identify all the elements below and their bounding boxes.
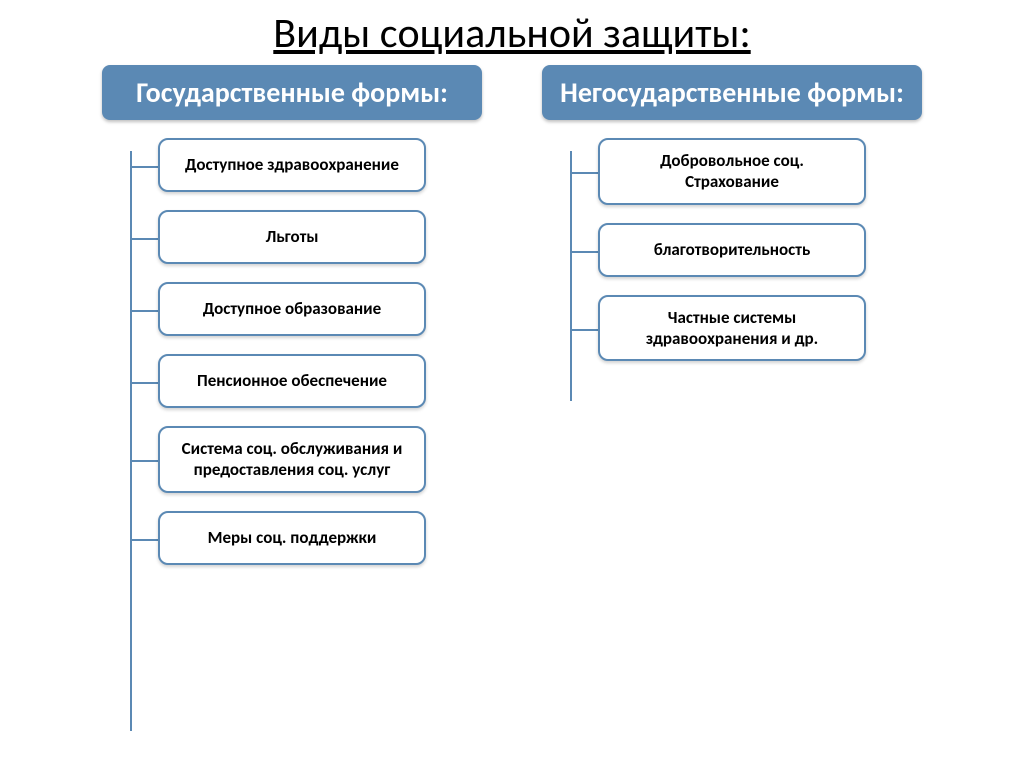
item-label: Льготы <box>158 210 426 264</box>
list-item: Доступное образование <box>158 264 482 336</box>
page-title: Виды социальной защиты: <box>0 0 1024 65</box>
column-left: Государственные формы: Доступное здравоо… <box>102 65 482 565</box>
connector-elbow <box>130 382 158 384</box>
connector-trunk <box>570 151 572 401</box>
list-item: Доступное здравоохранение <box>158 120 482 192</box>
item-label: Меры соц. поддержки <box>158 511 426 565</box>
connector-elbow <box>130 460 158 462</box>
list-item: Система соц. обслуживания и предоставлен… <box>158 408 482 493</box>
connector-elbow <box>570 329 598 331</box>
list-item: Пенсионное обеспечение <box>158 336 482 408</box>
list-item: Частные системы здравоохранения и др. <box>598 277 922 362</box>
list-item: благотворительность <box>598 205 922 277</box>
item-list: Добровольное соц. Страхование благотвори… <box>598 120 922 361</box>
item-label: благотворительность <box>598 223 866 277</box>
item-label: Доступное образование <box>158 282 426 336</box>
item-label: Частные системы здравоохранения и др. <box>598 295 866 362</box>
connector-elbow <box>130 310 158 312</box>
connector-elbow <box>570 172 598 174</box>
column-right: Негосударственные формы: Добровольное со… <box>542 65 922 565</box>
column-header: Негосударственные формы: <box>542 65 922 120</box>
list-item: Меры соц. поддержки <box>158 493 482 565</box>
connector-elbow <box>130 166 158 168</box>
item-label: Система соц. обслуживания и предоставлен… <box>158 426 426 493</box>
item-label: Добровольное соц. Страхование <box>598 138 866 205</box>
item-list: Доступное здравоохранение Льготы Доступн… <box>158 120 482 565</box>
connector-elbow <box>570 251 598 253</box>
item-label: Доступное здравоохранение <box>158 138 426 192</box>
connector-elbow <box>130 539 158 541</box>
column-header: Государственные формы: <box>102 65 482 120</box>
connector-elbow <box>130 238 158 240</box>
list-item: Добровольное соц. Страхование <box>598 120 922 205</box>
diagram-columns: Государственные формы: Доступное здравоо… <box>0 65 1024 565</box>
list-item: Льготы <box>158 192 482 264</box>
item-label: Пенсионное обеспечение <box>158 354 426 408</box>
